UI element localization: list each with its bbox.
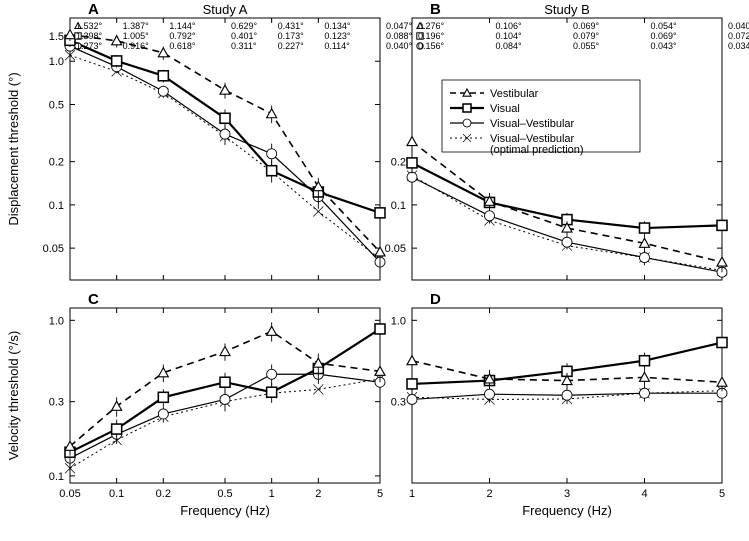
svg-text:0.618°: 0.618° <box>169 41 196 51</box>
svg-text:1.0: 1.0 <box>49 315 64 327</box>
svg-text:1: 1 <box>269 488 275 500</box>
svg-text:5: 5 <box>377 488 383 500</box>
svg-text:1.0: 1.0 <box>391 315 406 327</box>
svg-text:B: B <box>430 1 441 18</box>
svg-text:0.134°: 0.134° <box>324 21 351 31</box>
svg-text:0.3: 0.3 <box>49 397 64 409</box>
svg-text:0.054°: 0.054° <box>651 21 678 31</box>
figure-svg: 0.050.10.20.51.01.5A1.532°1.387°1.144°0.… <box>0 0 749 536</box>
svg-text:Visual–Vestibular: Visual–Vestibular <box>490 118 575 130</box>
svg-text:0.629°: 0.629° <box>231 21 258 31</box>
svg-text:(optimal prediction): (optimal prediction) <box>490 144 584 156</box>
svg-text:0.1: 0.1 <box>49 200 64 212</box>
svg-text:4: 4 <box>641 488 647 500</box>
svg-text:0.1: 0.1 <box>49 471 64 483</box>
ylabel-disp: Displacement threshold (°) <box>6 72 21 225</box>
svg-text:0.072°: 0.072° <box>728 31 749 41</box>
svg-text:1.144°: 1.144° <box>169 21 196 31</box>
ylabel-vel: Velocity threshold (°/s) <box>6 331 21 460</box>
svg-text:2: 2 <box>315 488 321 500</box>
svg-text:0.227°: 0.227° <box>278 41 305 51</box>
svg-text:0.05: 0.05 <box>385 243 406 255</box>
svg-text:1.398°: 1.398° <box>76 31 103 41</box>
svg-text:0.431°: 0.431° <box>278 21 305 31</box>
svg-text:0.173°: 0.173° <box>278 31 305 41</box>
svg-text:0.123°: 0.123° <box>324 31 351 41</box>
svg-text:0.104°: 0.104° <box>496 31 523 41</box>
svg-text:0.311°: 0.311° <box>231 41 257 51</box>
svg-text:0.2: 0.2 <box>391 157 406 169</box>
panel-C: 0.1 0.3 1.0 0.05 0.1 0.2 0.5 1 2 5 C <box>49 291 385 500</box>
svg-text:0.05: 0.05 <box>43 243 64 255</box>
svg-text:C: C <box>88 291 99 308</box>
svg-text:0.156°: 0.156° <box>418 41 445 51</box>
svg-text:0.2: 0.2 <box>156 488 171 500</box>
svg-text:0.079°: 0.079° <box>573 31 600 41</box>
svg-text:0.088°: 0.088° <box>386 31 413 41</box>
svg-text:A: A <box>88 1 99 18</box>
svg-text:0.043°: 0.043° <box>651 41 678 51</box>
svg-text:0.069°: 0.069° <box>573 21 600 31</box>
svg-text:0.916°: 0.916° <box>123 41 150 51</box>
panel-D: 0.3 1.0 1 2 3 4 5 D <box>391 291 727 500</box>
svg-text:1.387°: 1.387° <box>123 21 150 31</box>
svg-text:1.0: 1.0 <box>49 56 64 68</box>
svg-text:0.5: 0.5 <box>49 99 64 111</box>
panel-A: 0.050.10.20.51.01.5A1.532°1.387°1.144°0.… <box>43 1 413 280</box>
legend: VestibularVisualVisual–VestibularVisual–… <box>442 80 640 156</box>
svg-text:0.276°: 0.276° <box>418 21 445 31</box>
svg-text:5: 5 <box>719 488 725 500</box>
svg-text:D: D <box>430 291 441 308</box>
svg-text:0.040°: 0.040° <box>386 41 413 51</box>
svg-text:2: 2 <box>486 488 492 500</box>
svg-text:0.3: 0.3 <box>391 397 406 409</box>
svg-text:3: 3 <box>564 488 570 500</box>
svg-text:0.114°: 0.114° <box>324 41 350 51</box>
svg-text:0.1: 0.1 <box>109 488 124 500</box>
xlabel-a: Frequency (Hz) <box>180 503 270 518</box>
study-a-title: Study A <box>203 2 248 17</box>
svg-text:0.084°: 0.084° <box>496 41 523 51</box>
svg-text:0.106°: 0.106° <box>496 21 523 31</box>
svg-text:0.792°: 0.792° <box>169 31 196 41</box>
svg-text:0.1: 0.1 <box>391 200 406 212</box>
study-b-title: Study B <box>544 2 590 17</box>
svg-text:0.401°: 0.401° <box>231 31 258 41</box>
svg-text:0.2: 0.2 <box>49 157 64 169</box>
svg-text:0.196°: 0.196° <box>418 31 445 41</box>
svg-text:Visual: Visual <box>490 103 520 115</box>
svg-text:1.5: 1.5 <box>49 31 64 43</box>
svg-text:1.273°: 1.273° <box>76 41 103 51</box>
figure: 0.050.10.20.51.01.5A1.532°1.387°1.144°0.… <box>0 0 749 536</box>
xlabel-b: Frequency (Hz) <box>522 503 612 518</box>
svg-text:1.005°: 1.005° <box>123 31 150 41</box>
svg-text:Vestibular: Vestibular <box>490 88 539 100</box>
svg-text:0.069°: 0.069° <box>651 31 678 41</box>
svg-text:0.05: 0.05 <box>59 488 80 500</box>
svg-text:1: 1 <box>409 488 415 500</box>
svg-text:0.5: 0.5 <box>217 488 232 500</box>
svg-text:0.047°: 0.047° <box>386 21 413 31</box>
svg-text:0.040°: 0.040° <box>728 21 749 31</box>
svg-text:1.532°: 1.532° <box>76 21 103 31</box>
svg-text:0.034°: 0.034° <box>728 41 749 51</box>
svg-text:0.055°: 0.055° <box>573 41 600 51</box>
